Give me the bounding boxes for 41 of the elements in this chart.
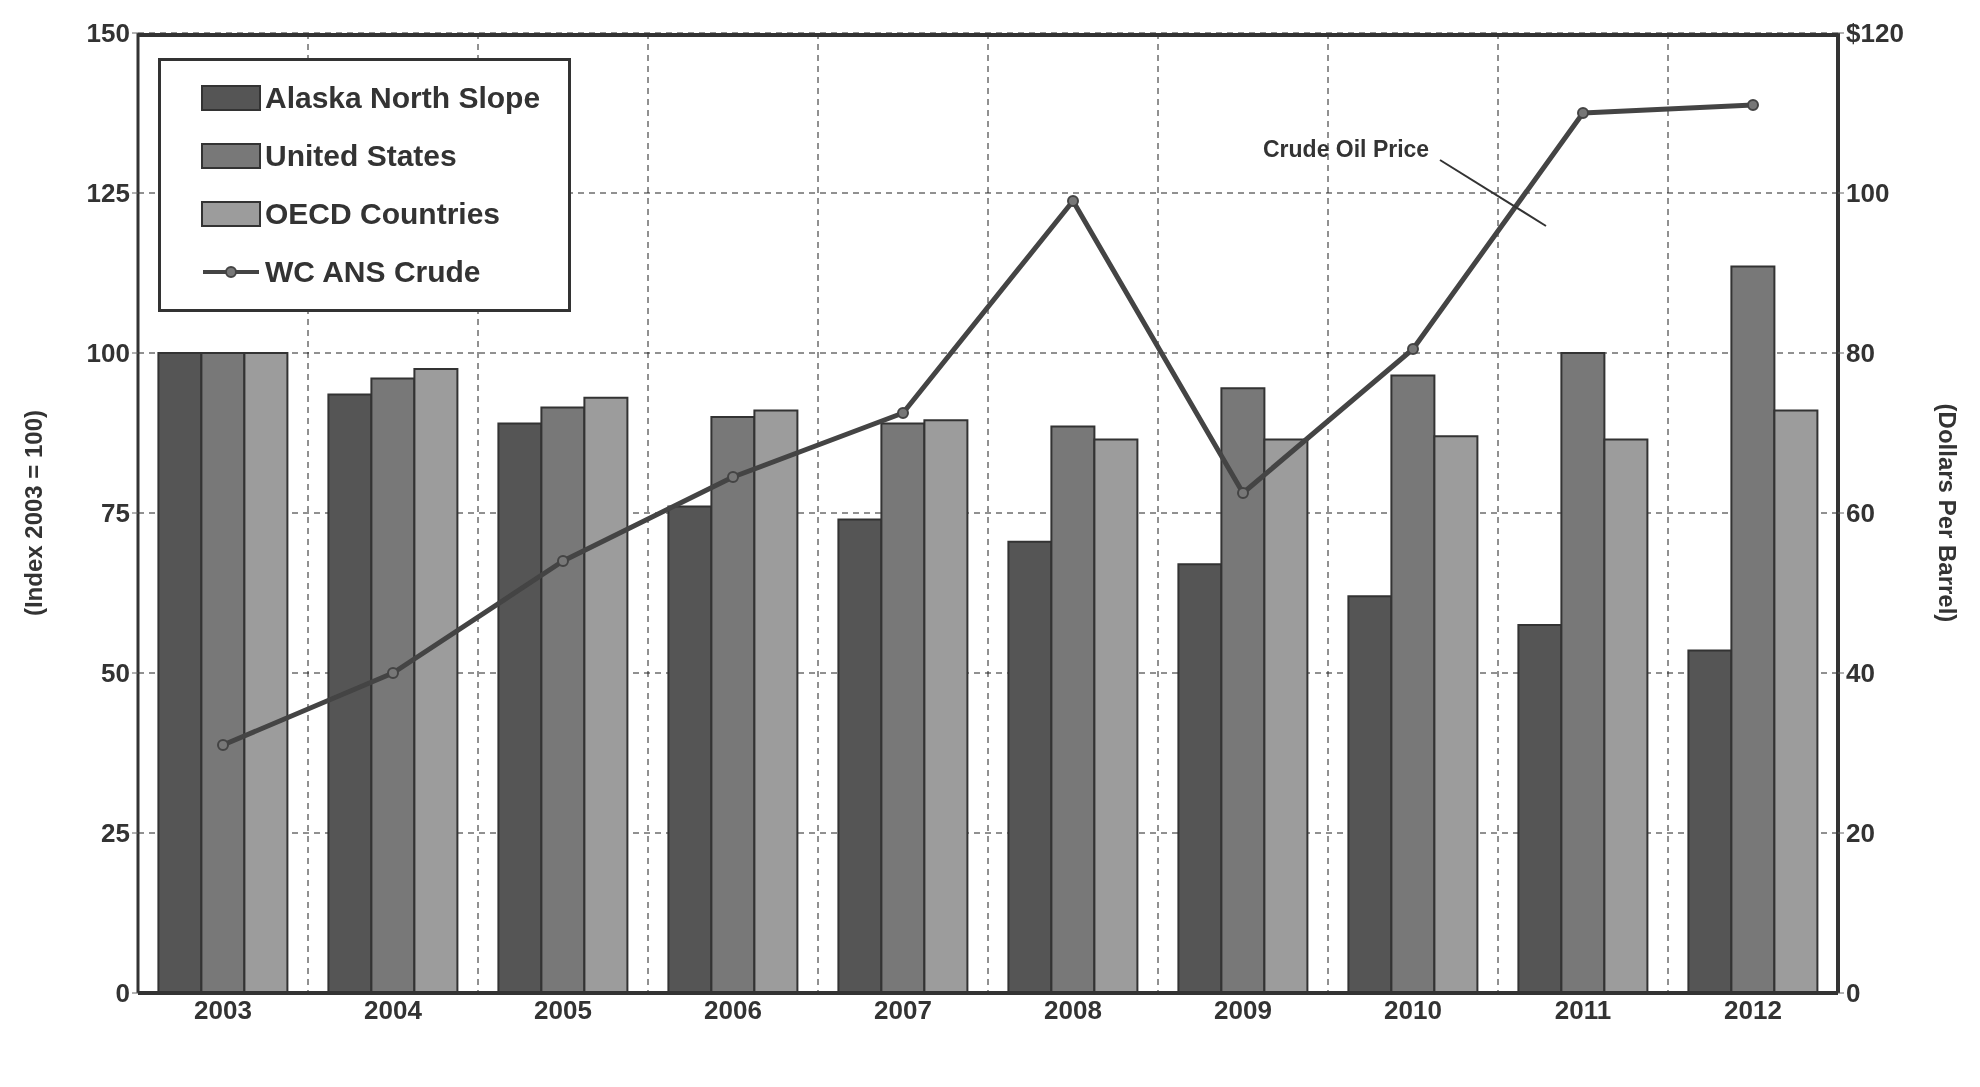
- y2-tick-label: $120: [1846, 18, 1904, 49]
- point: [727, 471, 739, 483]
- x-tick-label: 2011: [1554, 995, 1612, 1026]
- point: [217, 739, 229, 751]
- x-tick-label: 2007: [874, 995, 932, 1026]
- y2-axis-title: (Dollars Per Barrel): [1934, 403, 1962, 623]
- y2-tick-label: 0: [1846, 978, 1861, 1009]
- point: [1747, 99, 1759, 111]
- y-tick-label: 125: [86, 178, 130, 209]
- y-tick-label: 25: [101, 818, 130, 849]
- point: [1067, 195, 1079, 207]
- y-tick-label: 100: [86, 338, 130, 369]
- annotation: Crude Oil Price: [1263, 136, 1430, 163]
- y2-tick-label: 20: [1846, 818, 1875, 849]
- x-tick-label: 2009: [1214, 995, 1272, 1026]
- x-tick-label: 2006: [704, 995, 762, 1026]
- x-tick-label: 2010: [1384, 995, 1442, 1026]
- y-tick-label: 75: [101, 498, 130, 529]
- x-tick-label: 2005: [534, 995, 592, 1026]
- legend-label: WC ANS Crude: [265, 255, 481, 289]
- y-tick-label: 50: [101, 658, 130, 689]
- y2-tick-label: 80: [1846, 338, 1875, 369]
- x-tick-label: 2012: [1724, 995, 1782, 1026]
- y-tick-label: 0: [115, 978, 130, 1009]
- legend-label: OECD Countries: [265, 197, 501, 231]
- x-tick-label: 2008: [1044, 995, 1102, 1026]
- y-axis-title: (Index 2003 = 100): [19, 409, 47, 617]
- point: [897, 407, 909, 419]
- point: [1237, 487, 1249, 499]
- point: [557, 555, 569, 567]
- point: [1577, 107, 1589, 119]
- y2-tick-label: 100: [1846, 178, 1890, 209]
- point: [387, 667, 399, 679]
- legend-label: Alaska North Slope: [265, 81, 541, 115]
- y2-tick-label: 40: [1846, 658, 1875, 689]
- legend-label: United States: [265, 139, 457, 173]
- x-tick-label: 2003: [194, 995, 252, 1026]
- y2-tick-label: 60: [1846, 498, 1875, 529]
- x-tick-label: 2004: [364, 995, 423, 1026]
- y-tick-label: 150: [86, 18, 130, 49]
- point: [1407, 343, 1419, 355]
